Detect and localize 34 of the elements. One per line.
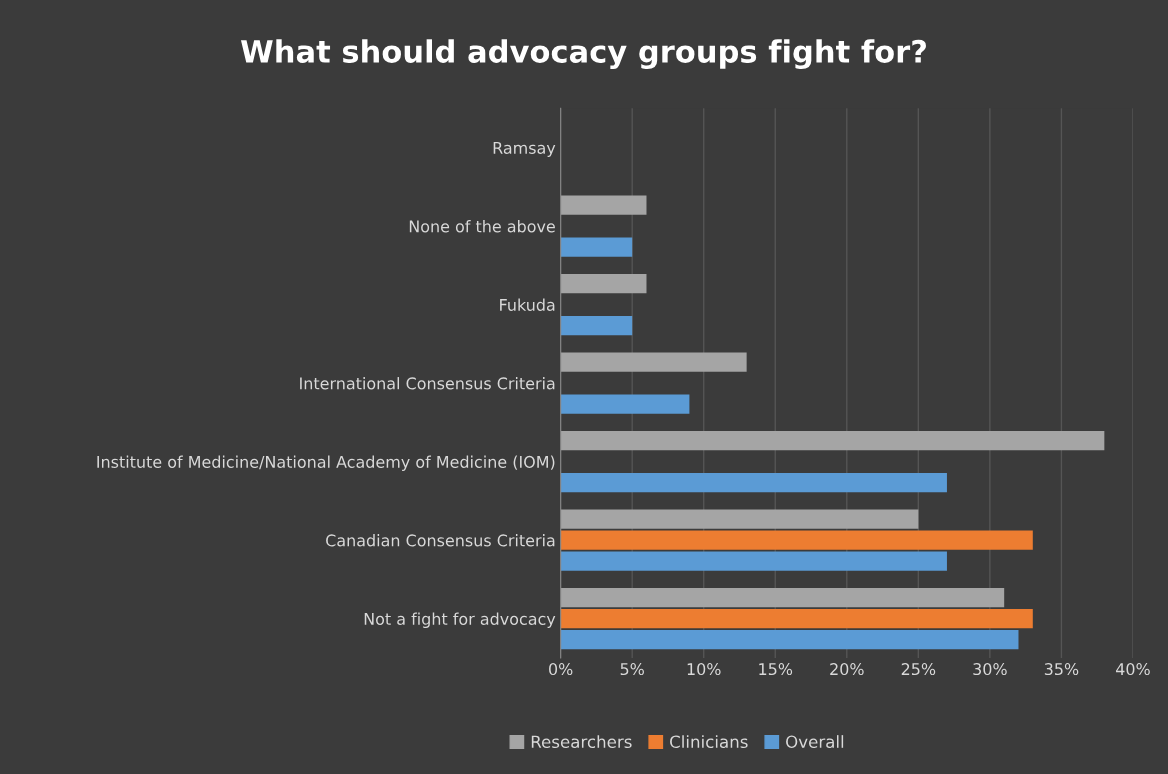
bar [560, 629, 1019, 650]
y-tick-label: Institute of Medicine/National Academy of Medicine (IOM) [97, 455, 555, 472]
x-tick-label: 20% [830, 663, 864, 676]
x-tick-label: 10% [687, 663, 721, 676]
y-tick-label: International Consensus Criteria [300, 377, 555, 390]
y-tick-label: Canadian Consensus Criteria [326, 534, 555, 547]
x-tick-label: 5% [620, 663, 644, 676]
y-tick-label: None of the above [409, 220, 555, 233]
x-tick-label: 35% [1044, 663, 1079, 676]
y-tick-label: Ramsay [493, 142, 556, 157]
y-tick-label: Fukuda [500, 298, 555, 311]
bar [560, 315, 633, 336]
bar [560, 530, 1033, 550]
legend-label: Overall [786, 735, 844, 749]
bar [560, 394, 690, 414]
bar [560, 609, 1033, 629]
x-tick-label: 15% [759, 663, 793, 676]
bar [560, 274, 647, 294]
x-tick-label: 0% [549, 663, 573, 676]
bar [560, 237, 633, 257]
bar [560, 352, 747, 372]
bar [560, 472, 947, 493]
legend-label: Researchers [531, 735, 632, 749]
bar [560, 431, 1105, 451]
x-tick-label: 25% [901, 663, 936, 676]
bar [560, 195, 647, 215]
bar [560, 551, 947, 571]
x-tick-label: 30% [973, 663, 1007, 676]
bar [560, 509, 919, 529]
legend-label: Clinicians [670, 735, 748, 749]
chart-title: What should advocacy groups fight for? [240, 39, 926, 70]
x-tick-label: 40% [1115, 663, 1150, 676]
bar [560, 588, 1005, 608]
y-tick-label: Not a fight for advocacy [364, 612, 556, 629]
